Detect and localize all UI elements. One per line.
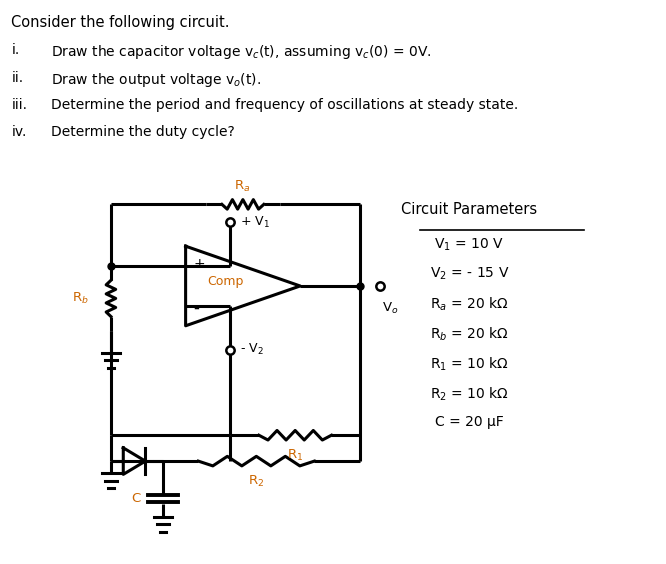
Text: R$_a$: R$_a$ [234,179,250,195]
Text: Draw the output voltage v$_o$(t).: Draw the output voltage v$_o$(t). [51,70,261,89]
Text: Determine the duty cycle?: Determine the duty cycle? [51,125,235,139]
Text: V$_2$ = - 15 V: V$_2$ = - 15 V [430,266,509,283]
Text: C = 20 μF: C = 20 μF [435,415,503,429]
Text: + V$_1$: + V$_1$ [240,215,270,230]
Text: iii.: iii. [11,98,27,112]
Text: R$_2$: R$_2$ [248,474,264,489]
Text: Draw the capacitor voltage v$_c$(t), assuming v$_c$(0) = 0V.: Draw the capacitor voltage v$_c$(t), ass… [51,43,432,61]
Text: +: + [194,257,205,271]
Text: Comp: Comp [208,275,244,288]
Text: iv.: iv. [11,125,27,139]
Text: - V$_2$: - V$_2$ [240,342,264,357]
Text: C: C [132,492,141,505]
Text: R$_b$: R$_b$ [72,291,89,306]
Text: i.: i. [11,43,19,57]
Text: Consider the following circuit.: Consider the following circuit. [11,15,230,30]
Text: R$_2$ = 10 kΩ: R$_2$ = 10 kΩ [430,385,509,403]
Text: R$_a$ = 20 kΩ: R$_a$ = 20 kΩ [430,296,509,314]
Text: R$_1$ = 10 kΩ: R$_1$ = 10 kΩ [430,356,509,373]
Text: R$_b$ = 20 kΩ: R$_b$ = 20 kΩ [430,326,509,343]
Text: ii.: ii. [11,70,23,85]
Text: V$_o$: V$_o$ [382,301,398,316]
Text: V$_1$ = 10 V: V$_1$ = 10 V [434,236,504,253]
Text: Circuit Parameters: Circuit Parameters [402,202,537,217]
Text: R$_1$: R$_1$ [287,448,303,463]
Text: -: - [194,299,199,317]
Text: Determine the period and frequency of oscillations at steady state.: Determine the period and frequency of os… [51,98,518,112]
